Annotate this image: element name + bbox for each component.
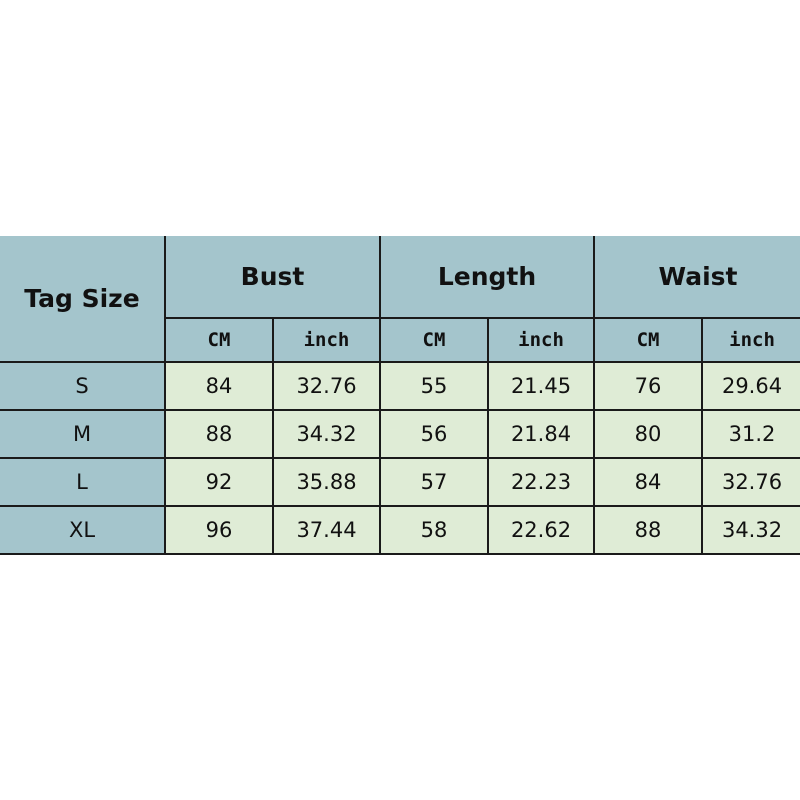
measurement-cell: 88 bbox=[593, 505, 704, 555]
unit-cm-header: CM bbox=[165, 317, 274, 363]
measurement-cell: 32.76 bbox=[272, 362, 381, 411]
size-label: S bbox=[0, 362, 166, 411]
size-table: Tag Size Bust Length Waist CM inch CM in… bbox=[0, 236, 800, 555]
size-label: M bbox=[0, 409, 166, 459]
length-header: Length bbox=[378, 236, 596, 319]
measurement-cell: 76 bbox=[593, 362, 704, 411]
measurement-cell: 84 bbox=[164, 362, 274, 411]
measurement-cell: 34.32 bbox=[272, 409, 381, 459]
measurement-cell: 31.2 bbox=[701, 409, 800, 459]
measurement-cell: 84 bbox=[593, 457, 704, 507]
table-row: XL 96 37.44 58 22.62 88 34.32 bbox=[0, 505, 800, 555]
measurement-cell: 56 bbox=[379, 409, 489, 459]
unit-inch-header: inch bbox=[701, 317, 800, 363]
measurement-cell: 55 bbox=[379, 362, 489, 411]
unit-inch-header: inch bbox=[486, 317, 596, 363]
measurement-cell: 58 bbox=[379, 505, 489, 555]
table-row: M 88 34.32 56 21.84 80 31.2 bbox=[0, 409, 800, 459]
measurement-cell: 32.76 bbox=[701, 457, 800, 507]
size-label: L bbox=[0, 457, 166, 507]
waist-header: Waist bbox=[593, 236, 800, 319]
bust-header: Bust bbox=[164, 236, 381, 319]
measurement-cell: 21.45 bbox=[486, 362, 596, 411]
tag-size-header: Tag Size bbox=[0, 236, 166, 363]
measurement-cell: 57 bbox=[379, 457, 489, 507]
measurement-cell: 96 bbox=[164, 505, 274, 555]
measurement-cell: 22.23 bbox=[486, 457, 596, 507]
table-row: L 92 35.88 57 22.23 84 32.76 bbox=[0, 457, 800, 507]
measurement-cell: 34.32 bbox=[701, 505, 800, 555]
unit-inch-header: inch bbox=[272, 317, 381, 363]
measurement-cell: 21.84 bbox=[486, 409, 596, 459]
measurement-cell: 37.44 bbox=[272, 505, 381, 555]
measurement-cell: 80 bbox=[593, 409, 704, 459]
unit-cm-header: CM bbox=[593, 317, 704, 363]
size-chart: Tag Size Bust Length Waist CM inch CM in… bbox=[0, 236, 800, 555]
measurement-cell: 29.64 bbox=[701, 362, 800, 411]
measurement-cell: 92 bbox=[164, 457, 274, 507]
unit-cm-header: CM bbox=[379, 317, 489, 363]
measurement-cell: 35.88 bbox=[272, 457, 381, 507]
measurement-cell: 22.62 bbox=[486, 505, 596, 555]
size-label: XL bbox=[0, 505, 166, 555]
table-row: S 84 32.76 55 21.45 76 29.64 bbox=[0, 362, 800, 411]
measurement-cell: 88 bbox=[164, 409, 274, 459]
